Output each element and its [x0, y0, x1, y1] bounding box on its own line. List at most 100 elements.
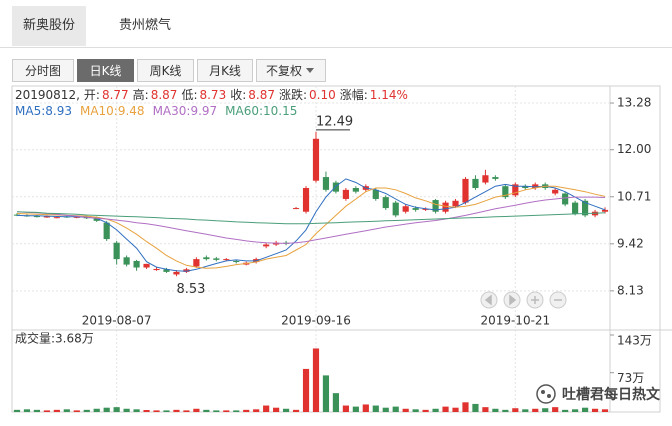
y-tick-label: 10.71 — [617, 189, 651, 203]
candle-body — [153, 268, 160, 271]
candle-body — [432, 200, 439, 212]
info-value: 8.87 — [150, 88, 178, 102]
volume-title: 成交量:3.68万 — [15, 331, 94, 346]
volume-bar — [572, 409, 579, 412]
candle-body — [53, 217, 60, 219]
legend-entry: MA60:10.15 — [225, 104, 298, 118]
volume-bar — [492, 408, 499, 412]
candle-body — [352, 188, 359, 192]
candle-body — [223, 259, 230, 261]
volume-bar — [203, 409, 210, 412]
period-tab[interactable]: 分时图 — [12, 59, 74, 82]
candle-body — [581, 200, 589, 216]
stock-tab[interactable]: 新奥股份 — [12, 6, 86, 46]
volume-bar — [133, 409, 140, 412]
period-tab[interactable]: 不复权 — [256, 59, 326, 82]
candle-body — [322, 177, 330, 190]
volume-bar — [362, 404, 369, 412]
candle-body — [43, 216, 50, 218]
candle-body — [263, 244, 270, 247]
stock-tab-bar — [0, 0, 672, 48]
candle-body — [213, 258, 220, 260]
candle-body — [133, 260, 140, 268]
volume-bar — [452, 407, 459, 412]
volume-bar — [213, 410, 220, 412]
candle-body — [402, 206, 409, 212]
x-tick-label: 2019-08-07 — [82, 314, 152, 328]
candle-body — [332, 182, 340, 192]
watermark-logo — [541, 390, 545, 394]
info-date: 20190812, — [15, 88, 80, 102]
info-label: 开: — [83, 88, 100, 102]
min-label: 8.53 — [176, 282, 205, 297]
candle-body — [173, 271, 180, 275]
info-line: 20190812, 开: 8.77 高: 8.87 低: 8.73 收: 8.87 涨跌: 0.10… — [15, 86, 412, 103]
volume-bar — [263, 405, 270, 412]
volume-bar — [502, 409, 509, 412]
info-value: 0.10 — [309, 88, 336, 102]
candle-body — [123, 257, 130, 265]
candle-body — [73, 216, 80, 218]
max-label: 12.49 — [316, 114, 353, 129]
volume-bar — [581, 407, 589, 412]
candle-body — [522, 186, 529, 189]
candle-body — [601, 209, 609, 212]
candle-body — [312, 138, 320, 181]
volume-bar — [522, 409, 529, 412]
candle-body — [532, 184, 539, 189]
volume-tick-label: 73万 — [617, 371, 644, 385]
volume-bar — [552, 407, 559, 412]
ma-legend: MA5:8.93 MA10:9.48 MA30:9.97 MA60:10.15 — [15, 104, 305, 118]
candle-body — [302, 188, 310, 212]
candle-body — [422, 208, 429, 210]
period-tab[interactable]: 月K线 — [197, 59, 253, 82]
volume-bar — [472, 403, 479, 412]
volume-bar — [601, 409, 609, 412]
volume-bar — [542, 408, 549, 412]
volume-bar — [322, 375, 330, 412]
volume-bar — [173, 409, 180, 412]
plot-frame — [11, 85, 661, 413]
candle-body — [33, 216, 41, 218]
volume-bar — [432, 408, 439, 412]
candle-body — [442, 202, 449, 212]
ma-line — [16, 185, 606, 269]
volume-bar — [183, 410, 190, 412]
candle-body — [502, 186, 509, 198]
candle-body — [452, 200, 459, 207]
volume-bar — [332, 393, 340, 412]
info-label: 收: — [230, 88, 247, 102]
volume-bar — [412, 409, 419, 412]
volume-bar — [193, 408, 200, 412]
nav-icon — [531, 296, 539, 304]
volume-bar — [312, 348, 320, 412]
candle-body — [143, 263, 150, 268]
legend-entry: MA10:9.48 — [79, 104, 145, 118]
volume-bar — [342, 405, 349, 412]
y-tick-label: 13.28 — [617, 96, 651, 110]
volume-bar — [442, 406, 449, 412]
ma-line — [16, 211, 606, 225]
volume-bar — [292, 409, 300, 412]
volume-bar — [23, 409, 31, 412]
period-tab[interactable]: 周K线 — [137, 59, 194, 82]
candle-body — [163, 269, 170, 272]
volume-bar — [591, 408, 599, 412]
candle-body — [113, 242, 120, 260]
candle-body — [382, 197, 389, 209]
y-tick-label: 8.13 — [617, 283, 644, 297]
info-label: 涨跌: — [278, 88, 308, 102]
volume-bar — [223, 410, 230, 412]
candle-body — [193, 259, 200, 267]
period-tab[interactable]: 日K线 — [77, 59, 134, 82]
candle-body — [273, 242, 280, 245]
info-label: 涨幅: — [339, 88, 368, 102]
volume-bar — [53, 409, 60, 412]
candle-body — [292, 208, 300, 210]
volume-bar — [422, 409, 429, 412]
volume-bar — [153, 410, 160, 412]
stock-tab[interactable]: 贵州燃气 — [118, 18, 171, 33]
candle-body — [233, 260, 240, 263]
volume-bar — [13, 409, 21, 412]
